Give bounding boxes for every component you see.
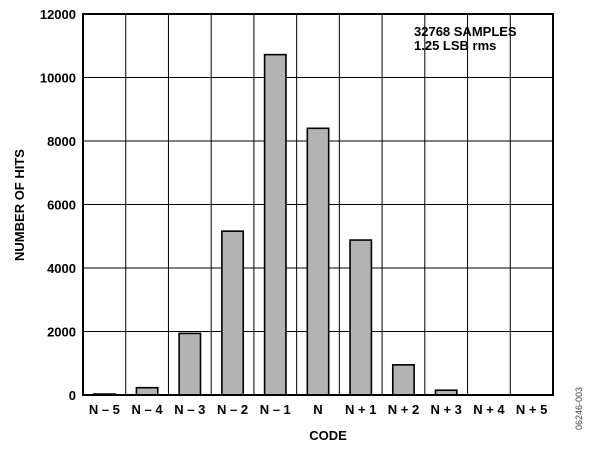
- annotation-samples: 32768 SAMPLES: [414, 24, 517, 39]
- x-tick-label: N + 5: [516, 402, 547, 417]
- x-tick-label: N – 3: [174, 402, 205, 417]
- bar-2: [178, 332, 202, 396]
- x-axis-title: CODE: [309, 428, 347, 443]
- x-tick-label: N + 4: [473, 402, 505, 417]
- y-tick-label: 6000: [47, 198, 76, 213]
- bar-7: [391, 364, 415, 396]
- bar-4: [263, 53, 287, 396]
- x-tick-label: N – 1: [260, 402, 291, 417]
- x-tick-label: N – 5: [89, 402, 120, 417]
- y-axis-title: NUMBER OF HITS: [12, 149, 27, 261]
- annotation-noise: 1.25 LSB rms: [414, 38, 496, 53]
- figure-id: 06246-003: [574, 387, 584, 430]
- y-axis-ticks: 0 2000 4000 6000 8000 10000 12000: [40, 7, 76, 403]
- x-tick-label: N: [313, 402, 322, 417]
- x-tick-label: N + 3: [430, 402, 461, 417]
- bar-5: [306, 127, 330, 396]
- x-tick-label: N + 2: [388, 402, 419, 417]
- grid-lines: [83, 14, 553, 395]
- x-tick-label: N – 4: [132, 402, 164, 417]
- x-tick-label: N + 1: [345, 402, 376, 417]
- x-axis-ticks: N – 5 N – 4 N – 3 N – 2 N – 1 N N + 1 N + 2 N + …: [89, 402, 548, 417]
- x-tick-label: N – 2: [217, 402, 248, 417]
- bar-6: [349, 239, 373, 396]
- y-tick-label: 2000: [47, 325, 76, 340]
- bar-1: [135, 386, 159, 396]
- plot-frame: [82, 13, 554, 396]
- y-tick-label: 8000: [47, 134, 76, 149]
- bar-3: [221, 230, 245, 396]
- y-tick-label: 12000: [40, 7, 76, 22]
- bars: [92, 53, 458, 396]
- y-tick-label: 10000: [40, 71, 76, 86]
- y-tick-label: 4000: [47, 261, 76, 276]
- y-tick-label: 0: [69, 388, 76, 403]
